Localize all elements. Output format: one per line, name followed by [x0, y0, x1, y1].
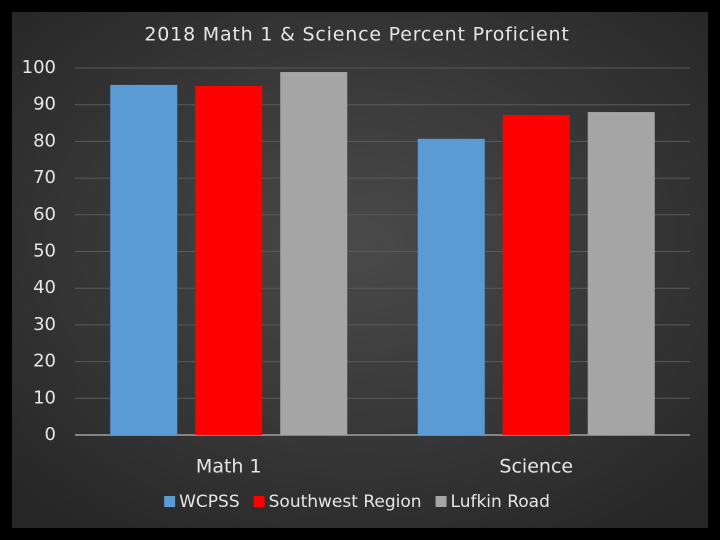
legend-label: Southwest Region: [269, 492, 422, 512]
y-tick-label: 10: [33, 387, 56, 408]
y-tick-label: 20: [33, 351, 56, 372]
legend-swatch: [435, 496, 447, 507]
y-tick-label: 80: [33, 130, 56, 151]
y-tick-label: 40: [33, 277, 56, 298]
x-tick-label: Science: [499, 456, 573, 478]
bar: [280, 72, 348, 436]
bar: [502, 114, 570, 435]
legend-label: WCPSS: [179, 492, 240, 512]
chart-title: 2018 Math 1 & Science Percent Proficient: [144, 24, 569, 46]
y-tick-label: 70: [33, 167, 56, 188]
y-tick-label: 100: [22, 57, 56, 78]
bar: [195, 85, 263, 435]
bar: [417, 138, 485, 435]
legend-swatch: [253, 496, 265, 507]
bar: [110, 84, 178, 436]
legend-label: Lufkin Road: [451, 492, 550, 512]
y-tick-label: 90: [33, 94, 56, 115]
y-tick-label: 30: [33, 314, 56, 335]
y-tick-label: 50: [33, 241, 56, 262]
legend-swatch: [164, 496, 176, 507]
x-tick-label: Math 1: [196, 456, 262, 478]
y-tick-label: 0: [45, 424, 56, 445]
bar: [587, 112, 655, 435]
y-tick-label: 60: [33, 204, 56, 225]
